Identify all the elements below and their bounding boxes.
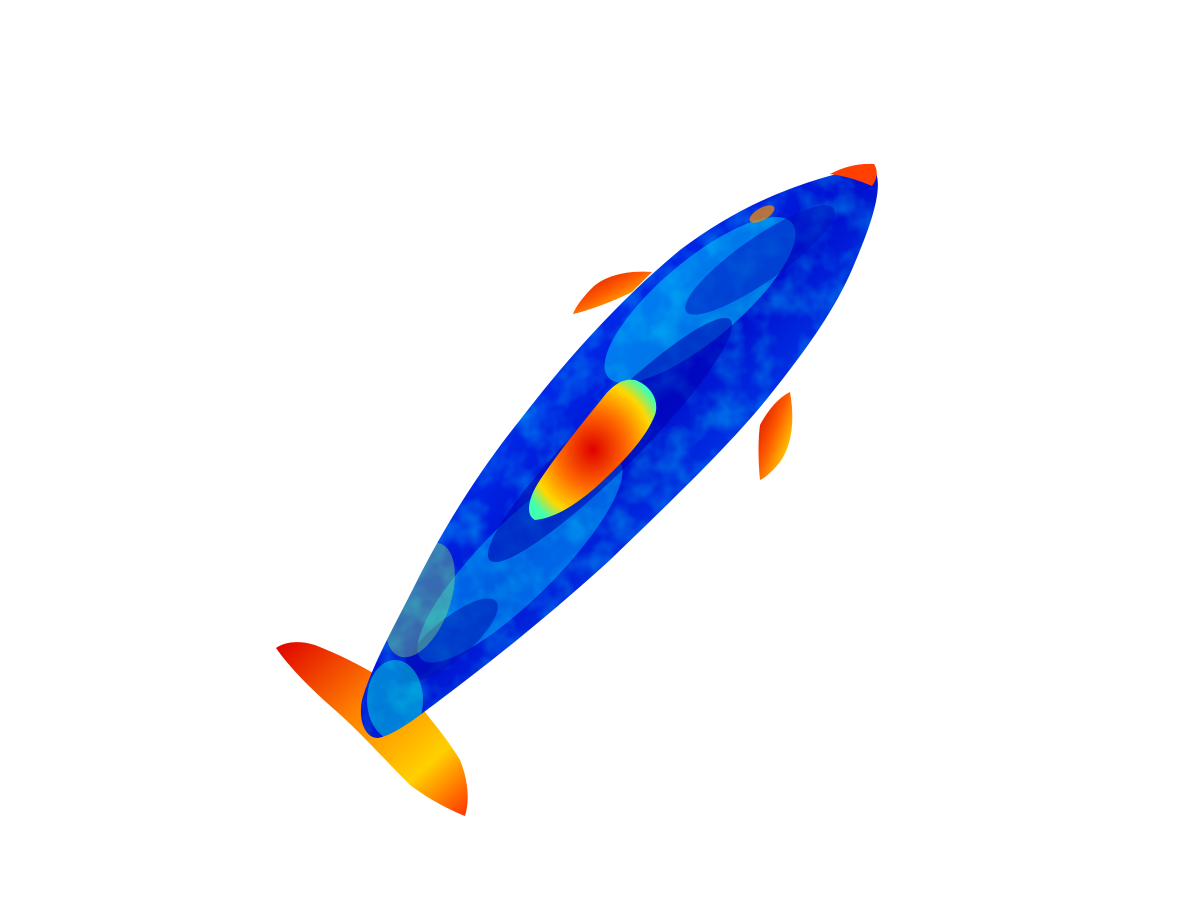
snout-highlight [749, 205, 775, 223]
dorsal-fin [573, 271, 652, 314]
belly-patch [528, 379, 657, 520]
snout-tip [830, 163, 877, 186]
pectoral-fin [758, 392, 793, 480]
